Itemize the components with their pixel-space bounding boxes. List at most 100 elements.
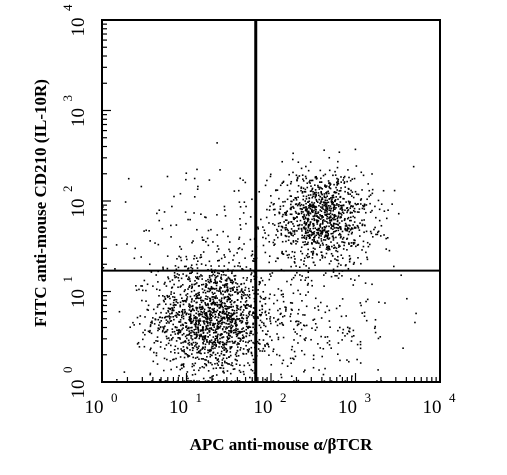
event-dot <box>325 204 328 206</box>
event-dot <box>378 301 380 303</box>
event-dot <box>337 277 340 279</box>
event-dot <box>219 290 222 292</box>
event-dot <box>160 320 163 322</box>
event-dot <box>365 319 368 322</box>
event-dot <box>220 350 223 353</box>
event-dot <box>167 276 169 278</box>
event-dot <box>181 349 183 352</box>
event-dot <box>325 231 328 234</box>
event-dot <box>226 300 228 303</box>
event-dot <box>193 333 196 336</box>
event-dot <box>327 180 330 182</box>
event-dot <box>336 220 339 223</box>
event-dot <box>229 346 232 348</box>
event-dot <box>297 184 300 187</box>
event-dot <box>207 351 209 354</box>
event-dot <box>237 189 240 192</box>
event-dot <box>340 315 343 318</box>
event-dot <box>324 239 327 241</box>
event-dot <box>192 347 195 349</box>
event-dot <box>286 365 289 367</box>
event-dot <box>165 315 167 318</box>
event-dot <box>267 343 269 346</box>
event-dot <box>305 222 308 224</box>
event-dot <box>332 271 335 273</box>
event-dot <box>261 305 264 308</box>
event-dot <box>223 321 226 324</box>
event-dot <box>322 208 325 210</box>
event-dot <box>318 198 320 201</box>
event-dot <box>250 351 253 354</box>
event-dot <box>189 295 192 298</box>
event-dot <box>325 244 328 246</box>
event-dot <box>226 306 229 308</box>
event-dot <box>170 338 173 341</box>
event-dot <box>319 223 322 225</box>
event-dot <box>326 237 329 240</box>
event-dot <box>333 244 335 247</box>
event-dot <box>233 286 235 288</box>
event-dot <box>348 176 350 179</box>
event-dot <box>315 198 318 201</box>
event-dot <box>376 231 379 234</box>
event-dot <box>231 281 233 284</box>
event-dot <box>296 230 298 232</box>
event-dot <box>326 211 328 213</box>
event-dot <box>319 218 322 220</box>
event-dot <box>349 224 351 227</box>
event-dot <box>205 312 207 315</box>
event-dot <box>323 193 326 195</box>
event-dot <box>134 247 136 250</box>
event-dot <box>165 319 168 321</box>
event-dot <box>327 249 329 251</box>
event-dot <box>296 271 298 274</box>
event-dot <box>211 345 213 348</box>
event-dot <box>237 342 239 344</box>
event-dot <box>342 241 345 244</box>
event-dot <box>222 230 224 233</box>
event-dot <box>168 315 170 317</box>
event-dot <box>354 227 357 229</box>
event-dot <box>202 307 204 309</box>
event-dot <box>203 323 206 325</box>
event-dot <box>230 329 232 332</box>
event-dot <box>268 345 270 348</box>
event-dot <box>226 316 228 319</box>
event-dot <box>205 284 207 287</box>
event-dot <box>348 360 350 363</box>
event-dot <box>314 241 317 243</box>
event-dot <box>245 322 247 324</box>
event-dot <box>165 312 168 314</box>
event-dot <box>188 355 191 357</box>
event-dot <box>302 178 304 180</box>
event-dot <box>220 303 223 305</box>
event-dot <box>297 342 299 344</box>
event-dot <box>249 330 252 333</box>
event-dot <box>177 337 179 339</box>
event-dot <box>345 228 347 230</box>
event-dot <box>264 184 267 187</box>
event-dot <box>198 294 200 296</box>
event-dot <box>193 316 196 319</box>
event-dot <box>297 203 300 205</box>
event-dot <box>236 334 239 337</box>
event-dot <box>307 201 310 203</box>
event-dot <box>321 231 324 233</box>
event-dot <box>204 335 207 337</box>
event-dot <box>261 321 263 324</box>
event-dot <box>364 282 367 284</box>
event-dot <box>232 318 235 321</box>
event-dot <box>211 354 213 357</box>
event-dot <box>294 197 297 199</box>
event-dot <box>318 233 320 236</box>
event-dot <box>342 236 345 239</box>
event-dot <box>333 208 335 211</box>
event-dot <box>326 205 328 208</box>
event-dot <box>260 277 263 279</box>
event-dot <box>314 264 316 267</box>
event-dot <box>310 185 312 187</box>
event-dot <box>326 341 329 344</box>
event-dot <box>177 347 179 350</box>
event-dot <box>210 288 212 290</box>
event-dot <box>224 279 227 282</box>
